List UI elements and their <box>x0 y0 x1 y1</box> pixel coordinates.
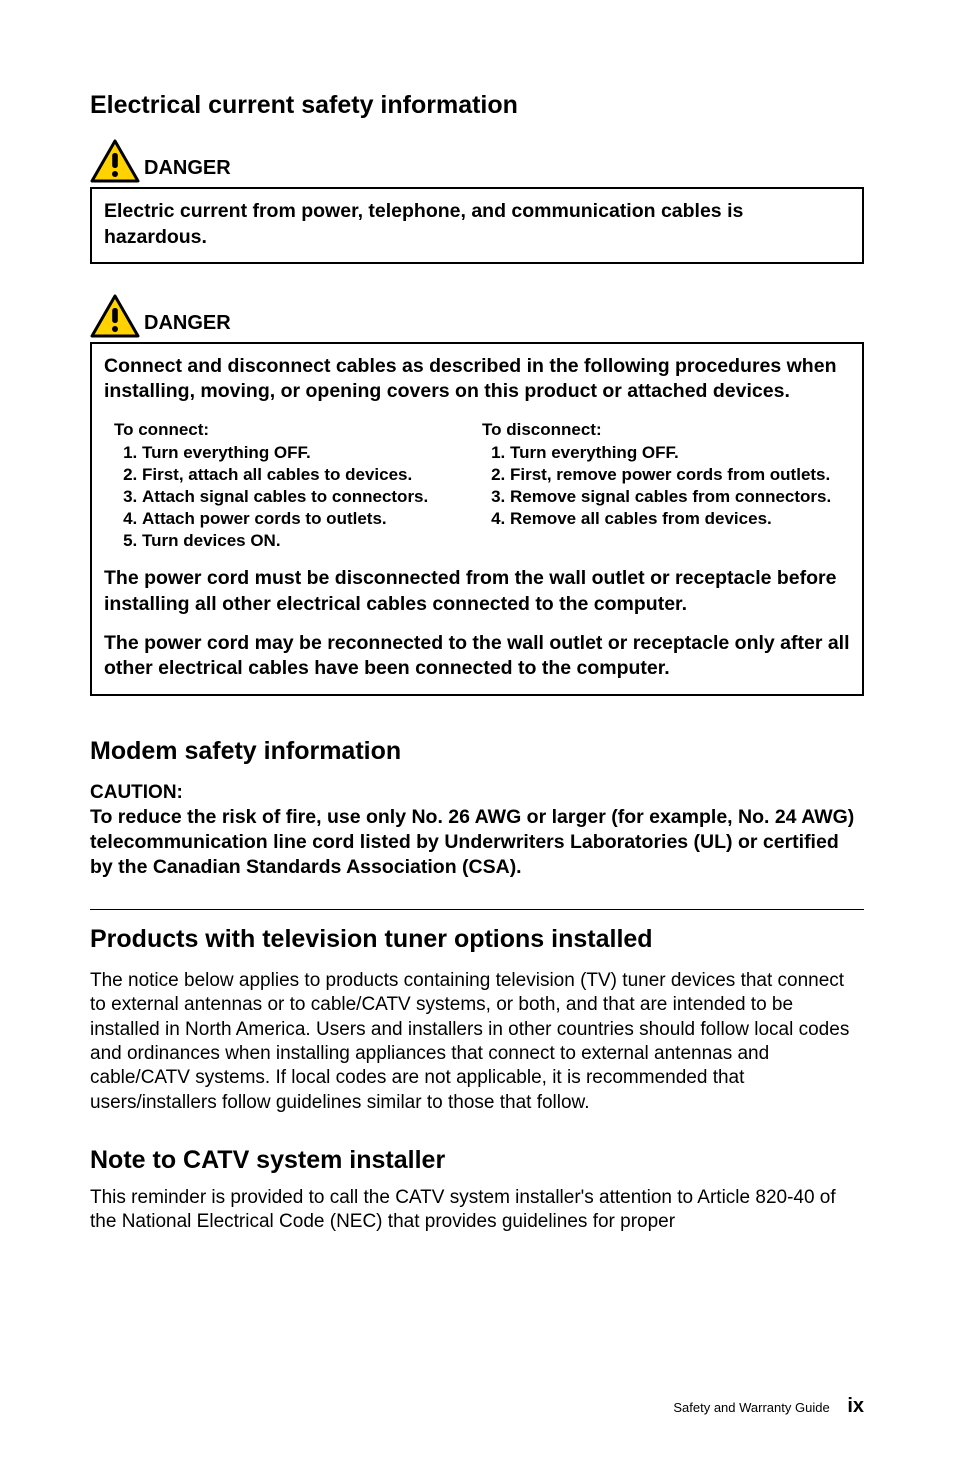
danger-1-text: Electric current from power, telephone, … <box>104 199 850 250</box>
list-item: First, remove power cords from outlets. <box>510 464 840 486</box>
danger-label-2: DANGER <box>90 294 864 338</box>
disconnect-head: To disconnect: <box>482 419 840 440</box>
list-item: Remove all cables from devices. <box>510 508 840 530</box>
divider <box>90 909 864 910</box>
connect-disconnect-columns: To connect: Turn everything OFF. First, … <box>104 419 850 553</box>
danger-2-tail-1: The power cord must be disconnected from… <box>104 566 850 617</box>
footer-label: Safety and Warranty Guide <box>673 1400 829 1415</box>
heading-tv-tuner: Products with television tuner options i… <box>90 924 864 955</box>
heading-catv-note: Note to CATV system installer <box>90 1145 864 1176</box>
connect-list: Turn everything OFF. First, attach all c… <box>114 442 472 552</box>
footer-page-number: ix <box>847 1395 864 1417</box>
disconnect-list: Turn everything OFF. First, remove power… <box>482 442 840 530</box>
danger-word: DANGER <box>144 311 231 338</box>
page-footer: Safety and Warranty Guide ix <box>673 1394 864 1419</box>
heading-modem-safety: Modem safety information <box>90 736 864 767</box>
danger-word: DANGER <box>144 156 231 183</box>
list-item: First, attach all cables to devices. <box>142 464 472 486</box>
caution-block: CAUTION: To reduce the risk of fire, use… <box>90 781 864 881</box>
list-item: Attach power cords to outlets. <box>142 508 472 530</box>
connect-column: To connect: Turn everything OFF. First, … <box>104 419 482 553</box>
caution-body: To reduce the risk of fire, use only No.… <box>90 805 864 881</box>
connect-head: To connect: <box>114 419 472 440</box>
danger-triangle-icon <box>90 139 140 183</box>
danger-label-1: DANGER <box>90 139 864 183</box>
catv-body: This reminder is provided to call the CA… <box>90 1186 864 1235</box>
danger-box-2: Connect and disconnect cables as describ… <box>90 342 864 696</box>
disconnect-column: To disconnect: Turn everything OFF. Firs… <box>482 419 850 553</box>
danger-2-tail-2: The power cord may be reconnected to the… <box>104 631 850 682</box>
heading-electrical-safety: Electrical current safety information <box>90 90 864 121</box>
list-item: Turn devices ON. <box>142 530 472 552</box>
list-item: Turn everything OFF. <box>510 442 840 464</box>
danger-triangle-icon <box>90 294 140 338</box>
list-item: Turn everything OFF. <box>142 442 472 464</box>
tv-tuner-body: The notice below applies to products con… <box>90 969 864 1115</box>
danger-2-lead: Connect and disconnect cables as describ… <box>104 354 850 405</box>
danger-box-1: Electric current from power, telephone, … <box>90 187 864 264</box>
page: Electrical current safety information DA… <box>0 0 954 1475</box>
list-item: Remove signal cables from connectors. <box>510 486 840 508</box>
caution-head: CAUTION: <box>90 781 864 805</box>
list-item: Attach signal cables to connectors. <box>142 486 472 508</box>
